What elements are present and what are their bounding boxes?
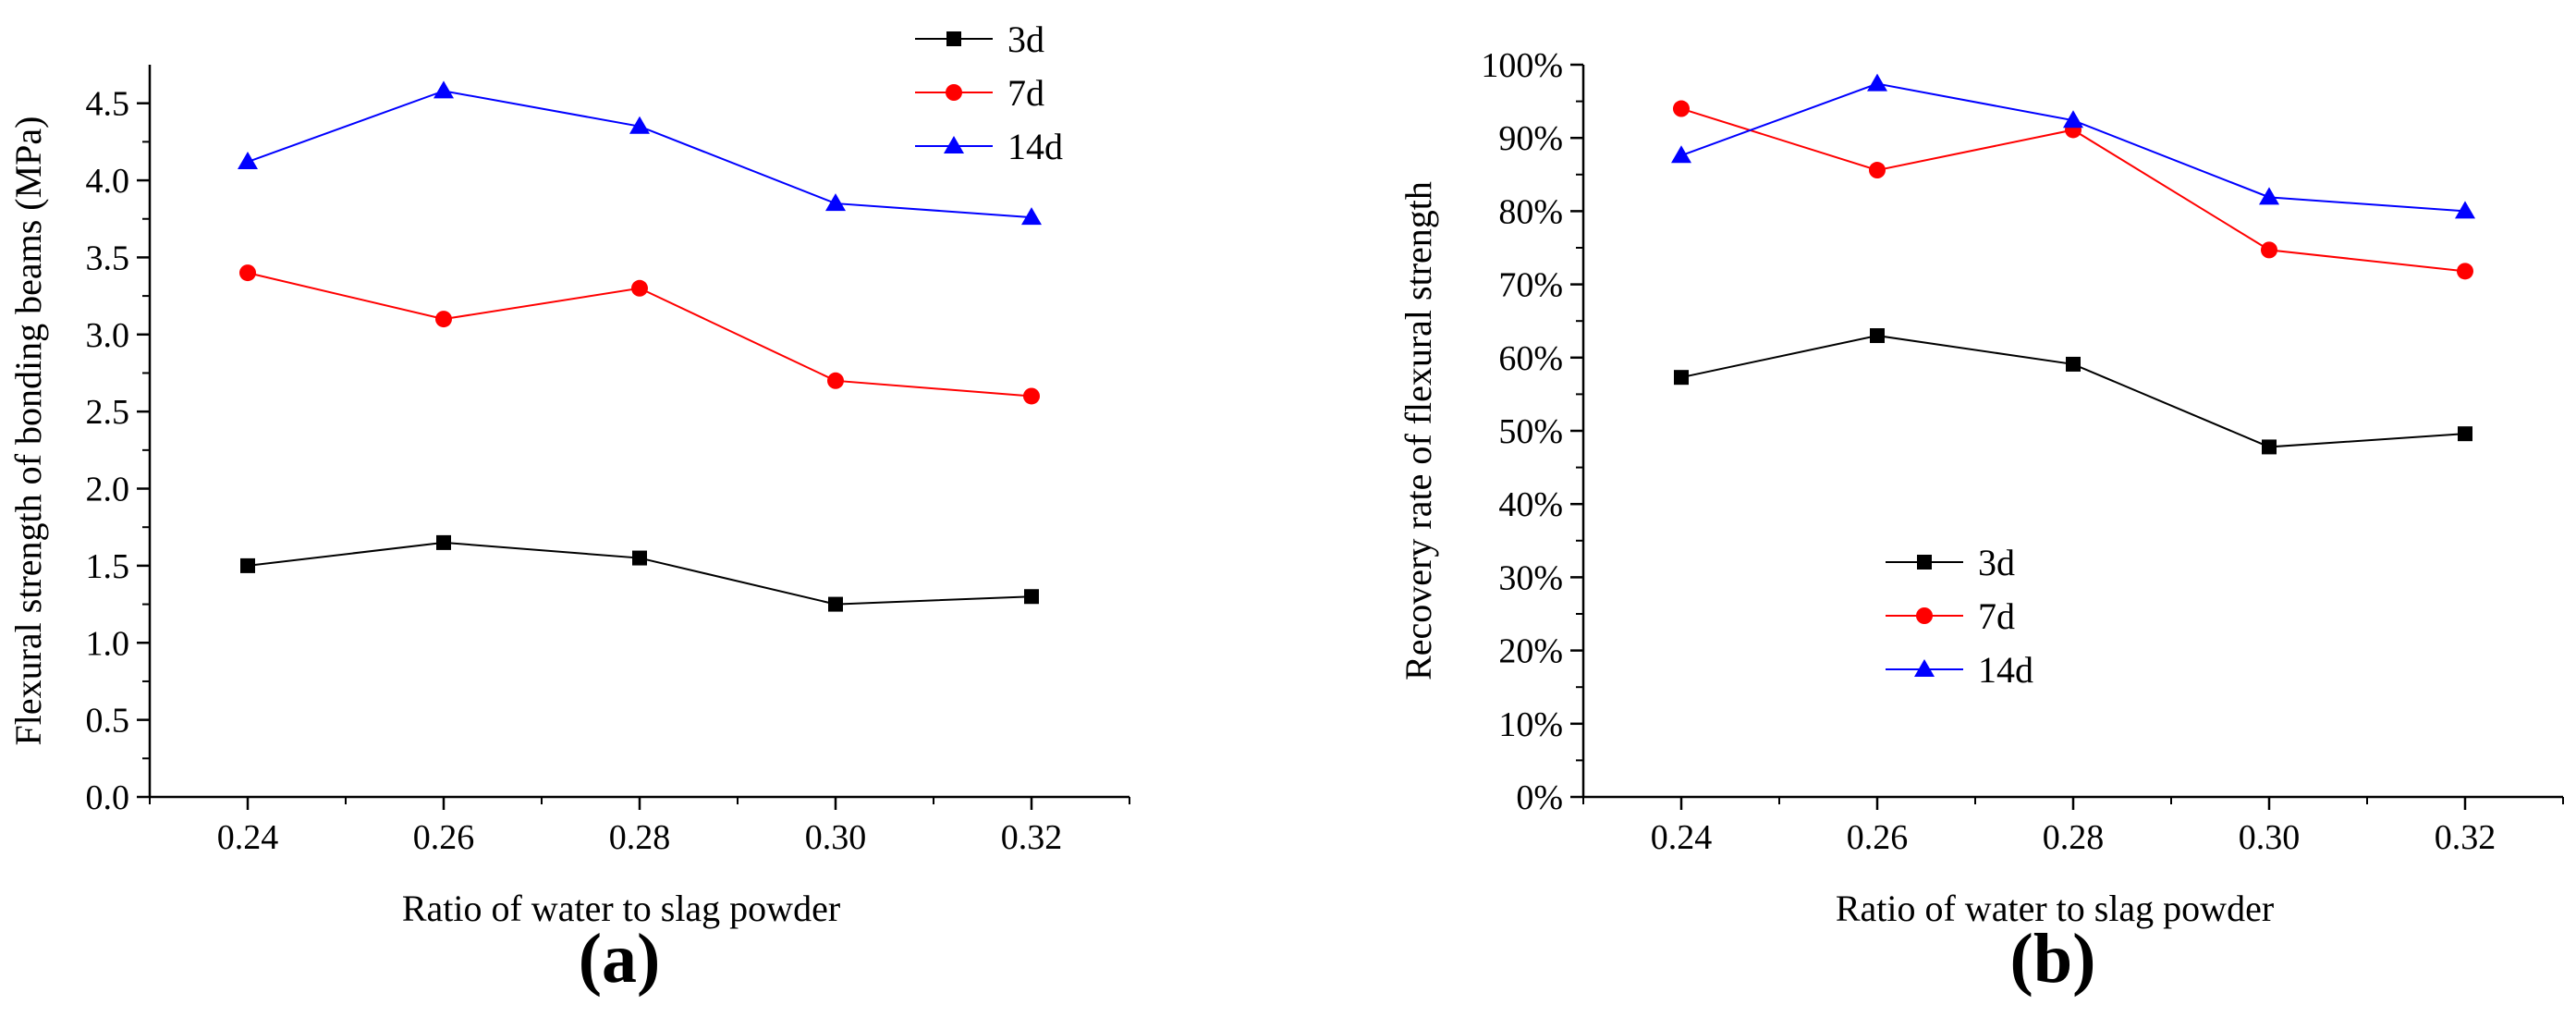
y-tick-label: 0.0 [86, 778, 130, 817]
y-tick-label: 0.5 [86, 702, 130, 741]
data-point-3d [2458, 426, 2472, 442]
chart-1: 0% 10% 20% 30% 40% 50% 60% 70% 80% 90% 100% 0.24 0.2… [1398, 46, 2564, 998]
data-point-14d [629, 116, 650, 134]
data-point-3d [632, 550, 647, 566]
x-tick-label: 0.32 [2435, 818, 2497, 857]
legend-label-7d: 7d [1007, 72, 1044, 114]
data-point-7d [1869, 162, 1886, 179]
x-tick-label: 0.28 [609, 818, 671, 857]
panel-label: (a) [579, 920, 661, 998]
legend-label-7d: 7d [1978, 595, 2015, 637]
data-point-14d [1671, 145, 1691, 164]
x-tick-label: 0.26 [1847, 818, 1909, 857]
legend-label-3d: 3d [1007, 18, 1044, 60]
data-point-3d [828, 596, 843, 612]
legend-marker-3d [1917, 555, 1932, 570]
data-point-7d [827, 372, 844, 389]
y-tick-label: 100% [1481, 46, 1563, 85]
x-axis-title: Ratio of water to slag powder [1836, 888, 2274, 929]
y-tick-label: 30% [1498, 558, 1563, 597]
legend-label-14d: 14d [1007, 126, 1063, 167]
y-tick-label: 10% [1498, 705, 1563, 744]
x-tick-label: 0.24 [217, 818, 279, 857]
legend-marker-7d [1916, 607, 1933, 624]
y-tick-label: 4.0 [86, 162, 130, 201]
y-tick-label: 50% [1498, 412, 1563, 451]
data-point-14d [2455, 201, 2475, 219]
series-line-14d [247, 90, 1032, 219]
x-tick-label: 0.32 [1001, 818, 1063, 857]
chart-0: 0.0 0.5 1.0 1.5 2.0 2.5 3.0 3.5 4.0 4.5 0.24 0.26 0.… [7, 18, 1130, 998]
y-tick-label: 3.5 [86, 239, 130, 277]
y-tick-label: 2.5 [86, 393, 130, 432]
y-axis-title: Flexural strength of bonding beams (MPa) [7, 116, 49, 746]
data-point-3d [240, 557, 255, 573]
y-tick-label: 40% [1498, 485, 1563, 524]
data-point-3d [1870, 328, 1885, 344]
x-tick-label: 0.30 [2239, 818, 2301, 857]
data-point-3d [436, 534, 451, 550]
data-point-7d [2457, 263, 2473, 280]
y-tick-label: 90% [1498, 119, 1563, 158]
y-tick-label: 60% [1498, 339, 1563, 378]
y-tick-label: 2.0 [86, 471, 130, 509]
data-point-7d [631, 279, 648, 297]
data-point-3d [2066, 356, 2081, 372]
data-point-14d [1021, 207, 1042, 226]
data-point-14d [2063, 110, 2083, 129]
x-tick-label: 0.24 [1651, 818, 1713, 857]
legend-marker-14d [1914, 659, 1935, 677]
y-axis-title: Recovery rate of flexural strength [1398, 181, 1439, 680]
legend-label-14d: 14d [1978, 649, 2033, 691]
y-tick-label: 4.5 [86, 85, 130, 124]
data-point-7d [1673, 100, 1690, 117]
y-tick-label: 20% [1498, 632, 1563, 671]
data-point-7d [239, 264, 256, 282]
data-point-7d [1023, 387, 1040, 405]
legend-label-3d: 3d [1978, 542, 2015, 583]
data-point-14d [433, 80, 454, 99]
x-axis-title: Ratio of water to slag powder [402, 888, 840, 929]
legend-marker-7d [946, 84, 962, 101]
x-tick-label: 0.30 [805, 818, 867, 857]
y-tick-label: 80% [1498, 192, 1563, 231]
data-point-14d [238, 152, 258, 170]
data-point-3d [2262, 439, 2277, 455]
y-tick-label: 3.0 [86, 316, 130, 355]
legend-marker-3d [946, 31, 961, 46]
series-line-14d [1680, 82, 2466, 213]
data-point-14d [2259, 187, 2279, 205]
y-tick-label: 0% [1516, 778, 1563, 817]
y-tick-label: 1.5 [86, 547, 130, 586]
panel-label: (b) [2010, 920, 2096, 998]
data-point-14d [825, 193, 846, 212]
data-point-7d [435, 311, 452, 328]
data-point-3d [1024, 589, 1039, 605]
x-tick-label: 0.26 [413, 818, 475, 857]
series-line-3d [1680, 335, 2466, 448]
y-tick-label: 70% [1498, 266, 1563, 305]
y-tick-label: 1.0 [86, 624, 130, 663]
data-point-7d [2261, 241, 2277, 259]
legend-marker-14d [944, 136, 964, 153]
data-point-3d [1674, 370, 1689, 386]
data-point-14d [1867, 73, 1887, 92]
x-tick-label: 0.28 [2043, 818, 2105, 857]
